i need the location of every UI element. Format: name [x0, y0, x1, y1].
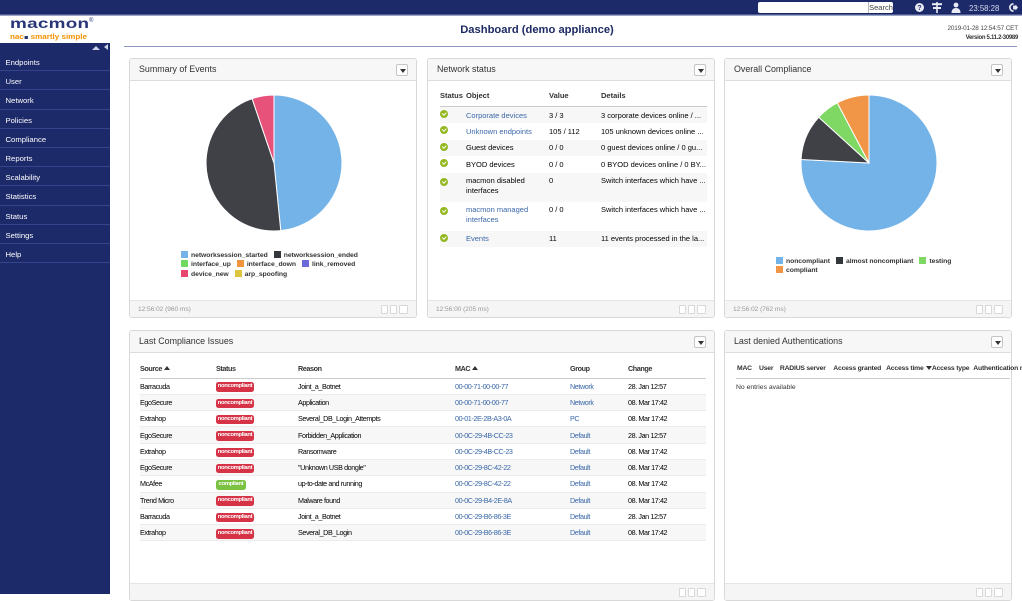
svg-text:?: ?	[917, 5, 921, 12]
